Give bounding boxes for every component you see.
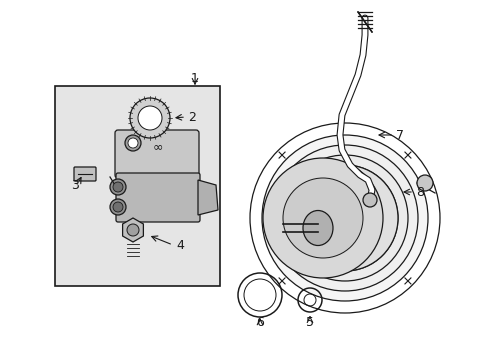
Polygon shape (122, 218, 143, 242)
Text: 4: 4 (176, 239, 183, 252)
Circle shape (127, 224, 139, 236)
Circle shape (138, 106, 162, 130)
Circle shape (362, 193, 376, 207)
Circle shape (249, 123, 439, 313)
FancyBboxPatch shape (74, 167, 96, 181)
Circle shape (128, 138, 138, 148)
Ellipse shape (303, 211, 332, 246)
Circle shape (271, 145, 417, 291)
Text: 5: 5 (305, 315, 313, 328)
Text: 7: 7 (395, 129, 403, 141)
Text: 3: 3 (71, 179, 79, 192)
Circle shape (113, 202, 123, 212)
Circle shape (291, 165, 397, 271)
Circle shape (291, 165, 397, 271)
Text: 8: 8 (415, 185, 423, 198)
Bar (55, 86, 220, 286)
Circle shape (283, 178, 362, 258)
FancyBboxPatch shape (115, 130, 199, 178)
Circle shape (416, 175, 432, 191)
FancyBboxPatch shape (116, 173, 200, 222)
Circle shape (125, 135, 141, 151)
Circle shape (263, 158, 382, 278)
Text: 6: 6 (256, 315, 264, 328)
Circle shape (130, 98, 170, 138)
Circle shape (110, 199, 126, 215)
Text: 1: 1 (191, 72, 199, 85)
Polygon shape (198, 180, 218, 215)
Circle shape (282, 155, 407, 281)
Text: ∞: ∞ (153, 140, 163, 153)
Circle shape (110, 179, 126, 195)
Circle shape (113, 182, 123, 192)
Circle shape (262, 135, 427, 301)
Text: 2: 2 (188, 111, 196, 123)
